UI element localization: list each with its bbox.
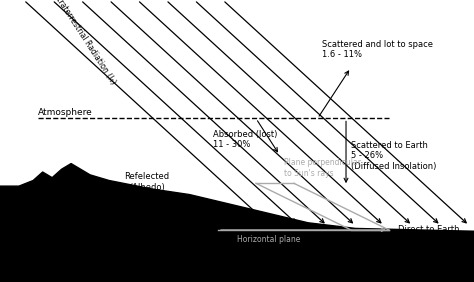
Text: Plane perpendicular
to Sun's rays: Plane perpendicular to Sun's rays [284,158,361,178]
Text: Earth's Surface: Earth's Surface [5,255,69,264]
Text: Scattered to Earth
5 - 26%
(Diffused Insolation): Scattered to Earth 5 - 26% (Diffused Ins… [351,141,436,171]
Text: Direct to Earth
83-33%
(Beam Insolation): Direct to Earth 83-33% (Beam Insolation) [398,225,473,255]
Text: Refelected
(Albedo): Refelected (Albedo) [124,172,170,192]
Text: Scattered and lot to space
1.6 - 11%: Scattered and lot to space 1.6 - 11% [322,40,433,59]
Text: Absorbed (lost)
11 - 30%: Absorbed (lost) 11 - 30% [213,130,278,149]
Text: Horizontal plane: Horizontal plane [237,235,301,244]
Text: Extraterrestrial Radiation (I₀): Extraterrestrial Radiation (I₀) [49,0,117,86]
Text: Atmosphere: Atmosphere [38,108,93,117]
